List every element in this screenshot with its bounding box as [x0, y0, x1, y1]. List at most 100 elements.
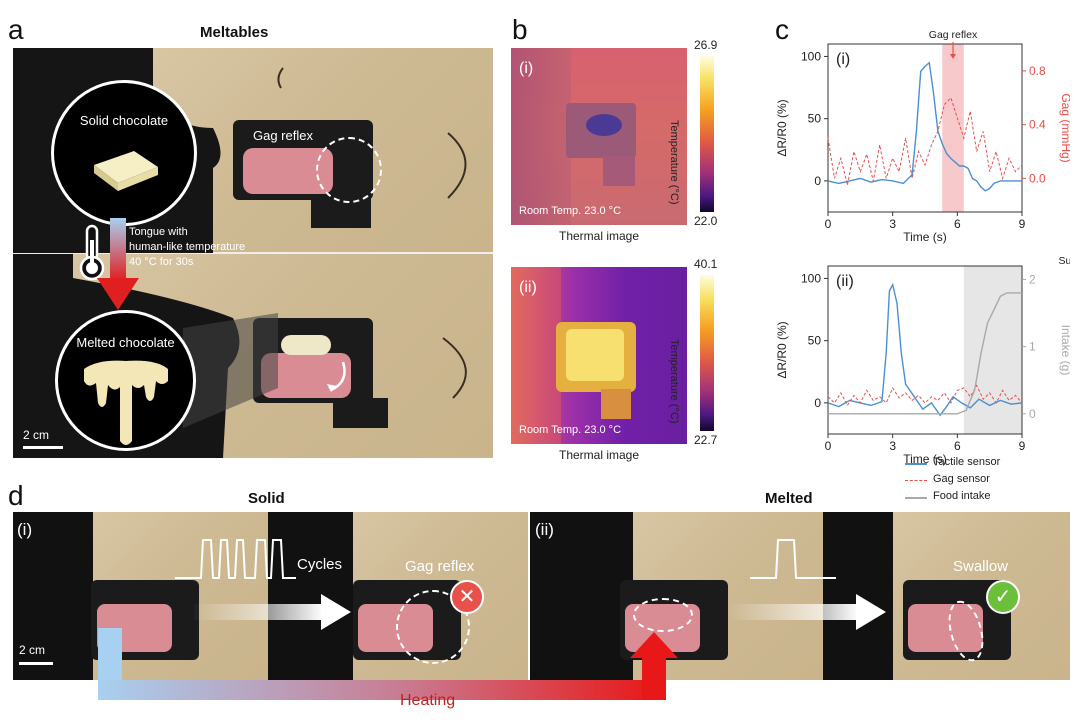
x-tick-label: 0	[825, 217, 832, 231]
annotation-label: Gag reflex	[929, 30, 978, 41]
series-line-gag-sensor	[827, 384, 1023, 407]
series-line-tactile-sensor	[827, 282, 1023, 417]
thermal-face-shadow-i	[511, 48, 571, 225]
y-tick-label: 100	[801, 49, 821, 63]
melted-chocolate-circle: Melted chocolate	[55, 310, 196, 451]
melt-circle-d	[633, 598, 693, 632]
y-right-tick-label: 0.0	[1029, 171, 1046, 185]
cycles-label: Cycles	[297, 556, 343, 573]
panel-a-photo: Gag reflex Solid chocolate Tongue with h…	[13, 48, 493, 458]
melted-chocolate-label: Melted chocolate	[76, 335, 175, 350]
progress-arrow-1	[193, 594, 351, 630]
x-tick-label: 9	[1019, 439, 1026, 453]
gag-circle-top	[316, 137, 382, 203]
annotation-arrow-head	[950, 54, 957, 59]
y-right-axis-label: Gag (mmHg)	[1059, 93, 1070, 162]
series-line-tactile-sensor	[827, 61, 1022, 192]
thermal-face-ii	[511, 267, 561, 444]
x-axis-label: Time (s)	[903, 230, 947, 244]
fail-x-icon: ✕	[450, 580, 484, 614]
colorbar-min-i: 22.0	[694, 214, 718, 228]
gag-reflex-label: Gag reflex	[253, 128, 313, 143]
tongue-d4	[908, 604, 983, 652]
room-temp-i: Room Temp. 23.0 °C	[519, 205, 622, 217]
melted-chocolate-icon	[84, 360, 168, 445]
x-axis-label: Time (s)	[903, 452, 947, 466]
scale-bar-d	[19, 662, 53, 665]
colorbar-max-ii: 40.1	[694, 257, 718, 271]
legend: Tactile sensor Gag sensor Food intake	[905, 455, 1075, 506]
thermal-caption-i: Thermal image	[558, 229, 640, 243]
zoom-cone	[183, 313, 278, 428]
y-tick-label: 100	[801, 271, 821, 285]
panel-d-photo: (i) (ii) Cycles Gag reflex ✕ Swallow ✓ 2…	[13, 512, 1070, 680]
chocolate-bar-icon	[94, 151, 158, 191]
tag-d-ii: (ii)	[535, 520, 554, 539]
plot-frame	[827, 43, 1023, 213]
thermal-caption-ii: Thermal image	[558, 448, 640, 462]
divider-d	[528, 512, 530, 680]
x-tick-label: 9	[1019, 217, 1026, 231]
thermal-stem-i	[603, 156, 635, 186]
thermal-image-i: (i) Room Temp. 23.0 °C	[511, 48, 687, 225]
x-tick-label: 3	[889, 217, 896, 231]
colorbar-max-i: 26.9	[694, 38, 718, 52]
gag-circle-d	[396, 590, 470, 664]
thermal-tag-i: (i)	[519, 60, 534, 77]
heating-arrow	[98, 628, 678, 700]
legend-label-intake: Food intake	[933, 490, 991, 502]
annotation-label: Successful eating	[1058, 255, 1070, 267]
heating-down-arrow	[97, 218, 139, 310]
series-line-food-intake	[828, 292, 1022, 415]
y-right-tick-label: 1	[1029, 340, 1036, 354]
flow-arrow-icon	[327, 361, 346, 392]
melted-blob-bottom	[281, 335, 331, 355]
panel-a-label: a	[8, 14, 24, 45]
swallow-label-d: Swallow	[953, 558, 1009, 575]
gag-reflex-label-d: Gag reflex	[405, 558, 475, 575]
shaded-region	[963, 266, 1022, 434]
y-right-tick-label: 0.4	[1029, 118, 1046, 132]
scale-bar-label-a: 2 cm	[23, 428, 50, 442]
thermal-tag-ii: (ii)	[519, 279, 537, 296]
y-axis-label: ΔR/R0 (%)	[775, 321, 789, 378]
colorbar-min-ii: 22.7	[694, 433, 718, 447]
arrow-note-3: 40 °C for 30s	[129, 256, 194, 268]
x-tick-label: 6	[954, 439, 961, 453]
progress-arrow-2	[728, 594, 886, 630]
solid-chocolate-circle: Solid chocolate	[51, 80, 197, 226]
room-temp-ii: Room Temp. 23.0 °C	[519, 424, 622, 436]
thermal-cold-spot-i	[586, 114, 622, 136]
thermal-image-ii: (ii) Room Temp. 23.0 °C	[511, 267, 687, 444]
colorbar-label-ii: Temperature (°C)	[668, 339, 680, 424]
panel-d-label: d	[8, 480, 24, 511]
panel-d-solid-title: Solid	[248, 490, 285, 507]
y-tick-label: 50	[808, 112, 822, 126]
x-tick-label: 0	[825, 439, 832, 453]
y-right-tick-label: 0.8	[1029, 64, 1046, 78]
colorbar-label-i: Temperature (°C)	[668, 120, 680, 205]
cycles-waveform	[175, 539, 296, 579]
x-tick-label: 3	[889, 439, 896, 453]
y-right-tick-label: 2	[1029, 272, 1036, 286]
y-tick-label: 50	[808, 334, 822, 348]
heating-label: Heating	[400, 692, 456, 709]
arrow-note-1: Tongue with	[129, 226, 188, 238]
x-tick-label: 6	[954, 217, 961, 231]
colorbar-i	[700, 56, 714, 212]
mouth-frame-top-stem	[311, 198, 371, 228]
mouth-frame-bottom-stem	[333, 398, 388, 428]
plot-tag: (ii)	[836, 273, 854, 290]
panel-c-charts: 0 3 6 9 0 50 100 0.0 0.4 0.8 Time (s) ΔR/R0 (%) Gag …	[775, 30, 1070, 466]
plot-frame	[827, 265, 1023, 435]
panel-a-title: Meltables	[200, 24, 269, 41]
shaded-region	[942, 44, 964, 212]
y-right-tick-label: 0	[1029, 407, 1036, 421]
panel-c-label: c	[775, 14, 789, 45]
success-check-icon: ✓	[986, 580, 1020, 614]
legend-item-gag: Gag sensor	[905, 472, 1075, 489]
thermometer-icon	[79, 224, 105, 281]
photo-divider	[13, 252, 493, 254]
solid-chocolate-label: Solid chocolate	[79, 113, 169, 128]
legend-label-tactile: Tactile sensor	[933, 456, 1001, 468]
